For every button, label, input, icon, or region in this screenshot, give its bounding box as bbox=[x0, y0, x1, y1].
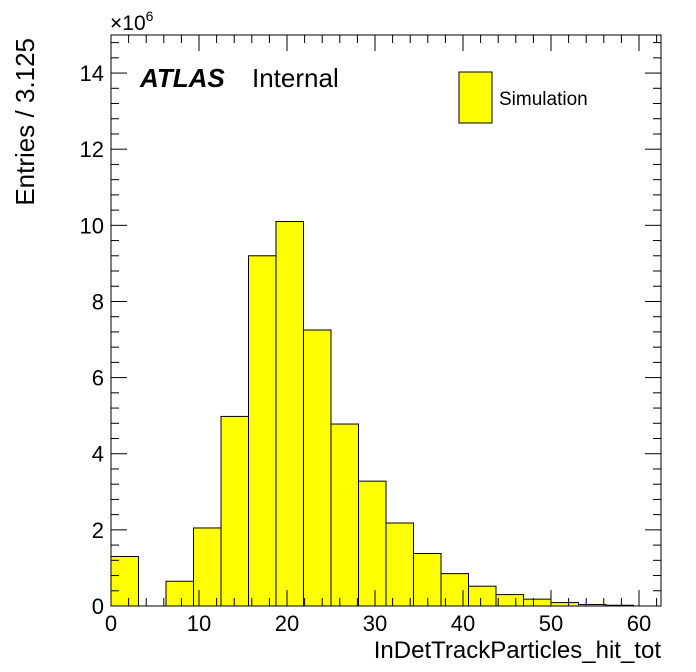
legend-label-simulation: Simulation bbox=[499, 89, 588, 110]
histogram-bar bbox=[248, 255, 277, 607]
y-tick-label: 8 bbox=[92, 289, 104, 314]
y-tick-label: 10 bbox=[80, 213, 104, 238]
histogram-bar bbox=[358, 480, 387, 607]
x-tick-label: 60 bbox=[627, 611, 651, 636]
histogram-bar bbox=[550, 602, 579, 607]
histogram-bar bbox=[468, 585, 497, 607]
atlas-label: ATLAS bbox=[139, 63, 225, 93]
y-multiplier: ×106 bbox=[110, 8, 154, 35]
histogram-bar bbox=[413, 552, 442, 607]
y-tick-label: 2 bbox=[92, 518, 104, 543]
histogram-bar bbox=[385, 522, 414, 607]
x-tick-label: 50 bbox=[539, 611, 563, 636]
x-tick-label: 20 bbox=[275, 611, 299, 636]
histogram-bar bbox=[165, 580, 194, 607]
y-axis-label: Entries / 3.125 bbox=[10, 38, 40, 206]
x-tick-label: 40 bbox=[451, 611, 475, 636]
x-tick-label: 30 bbox=[363, 611, 387, 636]
y-tick-label: 12 bbox=[80, 137, 104, 162]
x-tick-label: 0 bbox=[105, 611, 117, 636]
histogram-bar bbox=[523, 598, 552, 607]
histogram-bar bbox=[220, 415, 249, 607]
histogram-bar bbox=[330, 423, 359, 607]
legend: Simulation bbox=[458, 71, 588, 124]
y-tick-label: 4 bbox=[92, 442, 104, 467]
tick-labels: 0 10 20 30 40 50 60 0 2 4 6 8 10 12 14 bbox=[80, 61, 652, 636]
x-axis-label: InDetTrackParticles_hit_tot bbox=[374, 637, 662, 664]
plot-frame bbox=[110, 34, 662, 607]
histogram-bar bbox=[275, 221, 304, 607]
y-tick-label: 14 bbox=[80, 61, 104, 86]
internal-label: Internal bbox=[252, 63, 339, 93]
axis-ticks bbox=[110, 35, 661, 607]
histogram-bar bbox=[110, 556, 139, 607]
x-tick-label: 10 bbox=[187, 611, 211, 636]
histogram-bar bbox=[193, 527, 222, 607]
histogram-bars bbox=[110, 221, 634, 607]
y-tick-label: 0 bbox=[92, 594, 104, 619]
y-tick-label: 6 bbox=[92, 366, 104, 391]
histogram-bar bbox=[303, 329, 332, 607]
legend-swatch-simulation bbox=[458, 71, 493, 124]
histogram-bar bbox=[495, 594, 524, 607]
